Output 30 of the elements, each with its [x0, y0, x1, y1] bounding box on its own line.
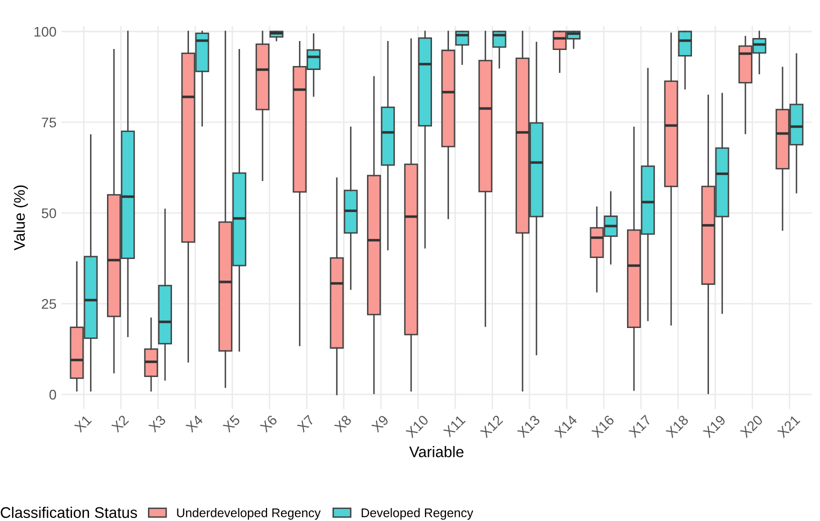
- y-tick-label: 75: [42, 118, 56, 128]
- x-tick-label: X8: [334, 414, 352, 433]
- y-tick-label: 25: [42, 299, 56, 309]
- x-tick-label: X11: [442, 414, 466, 438]
- x-tick-label: X7: [296, 414, 315, 433]
- x-tick-label: X1: [74, 414, 92, 433]
- x-tick-label: X20: [740, 414, 764, 438]
- legend-title: Classification Status: [0, 506, 138, 518]
- x-tick-label: X12: [480, 414, 504, 438]
- x-tick-label: X2: [110, 414, 129, 433]
- legend-label: Underdeveloped Regency: [177, 508, 321, 520]
- x-tick-label: X21: [776, 414, 800, 438]
- x-tick-label: X18: [665, 414, 690, 438]
- x-axis-title: Variable: [409, 446, 464, 458]
- x-tick-label: X13: [516, 414, 540, 438]
- y-tick-label: 0: [49, 390, 56, 400]
- y-axis-title: Value (%): [14, 185, 28, 250]
- x-tick-label: X9: [370, 414, 390, 433]
- x-tick-label: X10: [405, 414, 430, 438]
- x-tick-label: X19: [702, 414, 726, 438]
- x-tick-label: X5: [222, 414, 241, 433]
- x-tick-label: X14: [554, 414, 578, 438]
- legend-label: Developed Regency: [362, 508, 474, 520]
- x-tick-label: X16: [590, 414, 615, 438]
- x-tick-label: X3: [148, 414, 166, 433]
- x-tick-label: X17: [628, 414, 652, 438]
- x-tick-label: X6: [259, 414, 278, 433]
- y-tick-label: 50: [42, 208, 56, 218]
- x-tick-label: X4: [185, 414, 204, 433]
- y-tick-label: 100: [34, 26, 56, 37]
